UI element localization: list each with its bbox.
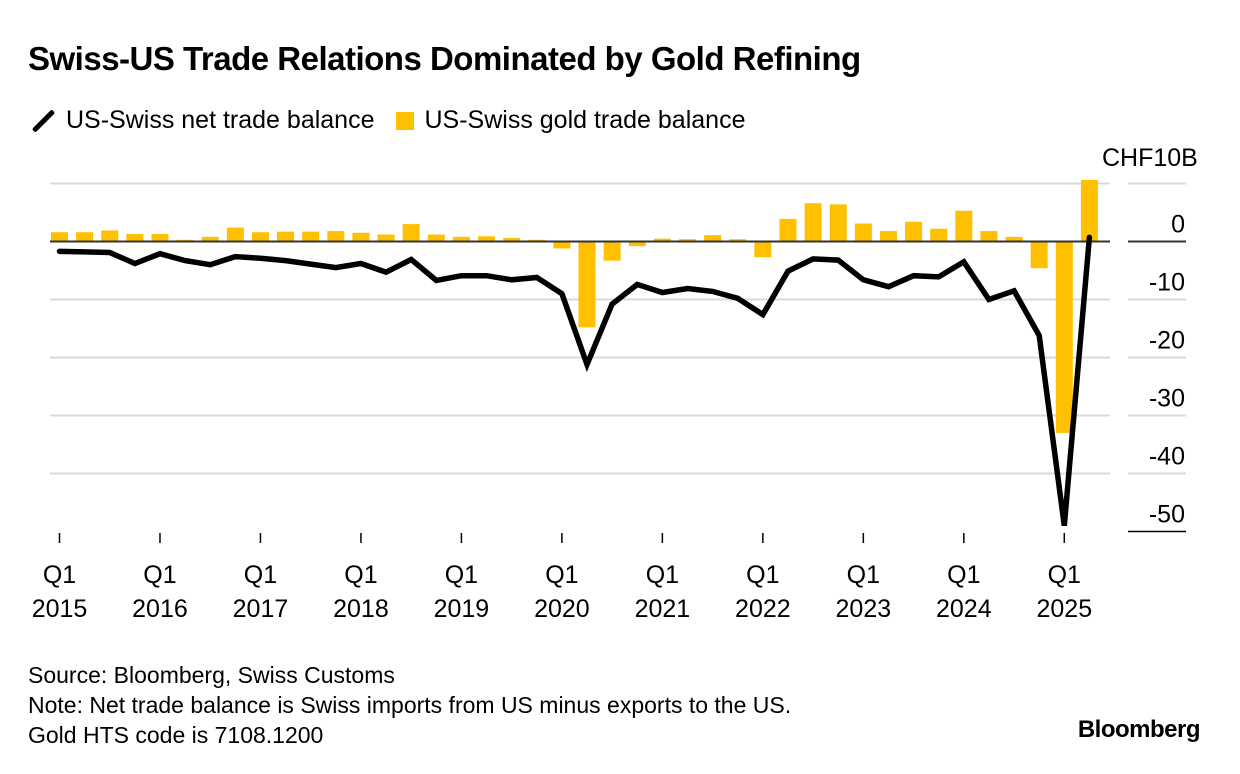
x-tick-quarter: Q1: [746, 561, 779, 589]
gold-bar: [779, 218, 797, 242]
y-tick-label: -20: [1149, 327, 1185, 355]
gold-bar: [76, 232, 94, 242]
x-tick-year: 2018: [333, 595, 389, 623]
gold-bar: [327, 231, 345, 242]
gold-bar: [603, 241, 621, 261]
x-tick-quarter: Q1: [847, 561, 880, 589]
gold-bar: [1080, 180, 1098, 242]
gold-bar: [478, 236, 496, 242]
y-axis-ticks: 0 -10 -20 -30 -40 -50: [1149, 211, 1185, 529]
x-tick-year: 2020: [534, 595, 590, 623]
gold-bar: [226, 227, 244, 242]
gold-bar: [955, 210, 973, 242]
gold-bar: [628, 241, 646, 247]
gold-bar: [503, 238, 521, 242]
x-tick-quarter: Q1: [344, 561, 377, 589]
gold-bar: [201, 236, 219, 242]
x-tick-quarter: Q1: [1048, 561, 1081, 589]
gold-bar: [578, 241, 596, 328]
gold-bar: [402, 224, 420, 242]
x-tick-quarter: Q1: [545, 561, 578, 589]
bloomberg-logo: Bloomberg: [1077, 716, 1201, 743]
gold-bar: [553, 241, 571, 249]
y-tick-label: -50: [1149, 501, 1185, 529]
gold-bar: [427, 234, 445, 242]
x-tick-quarter: Q1: [646, 561, 679, 589]
bar-swatch-icon: [396, 111, 415, 130]
gold-bar: [352, 232, 370, 242]
gold-bar: [1005, 236, 1023, 242]
gold-bar: [251, 232, 269, 242]
legend-label-net-trade: US-Swiss net trade balance: [66, 106, 375, 134]
y-axis-unit-label: CHF10B: [1102, 144, 1198, 172]
x-tick-year: 2022: [735, 595, 791, 623]
gold-bar: [452, 236, 470, 242]
x-tick-quarter: Q1: [244, 561, 277, 589]
gold-bar: [905, 221, 923, 242]
x-tick-year: 2015: [32, 595, 88, 623]
x-tick-year: 2017: [233, 595, 289, 623]
gold-bar: [879, 231, 897, 242]
gold-bar: [302, 231, 320, 242]
gold-bar: [804, 203, 822, 242]
footer: Source: Bloomberg, Swiss Customs Note: N…: [28, 660, 791, 750]
gold-bar: [653, 238, 671, 242]
x-tick-year: 2019: [434, 595, 490, 623]
x-tick-year: 2025: [1036, 595, 1092, 623]
x-tick-year: 2021: [635, 595, 691, 623]
gold-bar: [980, 231, 998, 242]
x-tick-quarter: Q1: [143, 561, 176, 589]
gold-bar: [151, 233, 169, 242]
gold-bar: [126, 233, 144, 242]
x-tick-year: 2023: [836, 595, 892, 623]
gold-bar: [1055, 241, 1073, 433]
gold-bar: [754, 241, 772, 258]
chart-title: Swiss-US Trade Relations Dominated by Go…: [28, 40, 861, 77]
gold-bar: [829, 204, 847, 242]
legend-label-gold-trade: US-Swiss gold trade balance: [424, 106, 746, 134]
gold-bar: [377, 234, 395, 242]
y-tick-label: -10: [1149, 269, 1185, 297]
gold-bar: [704, 235, 722, 242]
y-tick-label: -30: [1149, 385, 1185, 413]
gold-bar: [1030, 241, 1048, 269]
x-tick-quarter: Q1: [947, 561, 980, 589]
y-tick-label: -40: [1149, 443, 1185, 471]
net-trade-line: [56, 234, 1093, 527]
gold-bar: [729, 239, 747, 242]
gold-bar: [679, 239, 696, 242]
gold-bar: [51, 232, 68, 242]
x-tick-year: 2024: [936, 595, 992, 623]
hts-code-note: Gold HTS code is 7108.1200: [28, 722, 324, 748]
gold-bar: [930, 228, 948, 242]
source-note: Source: Bloomberg, Swiss Customs: [28, 662, 395, 688]
legend-item-gold-trade: US-Swiss gold trade balance: [396, 106, 745, 135]
legend: US-Swiss net trade balance US-Swiss gold…: [30, 106, 767, 135]
net-trade-line-group: [56, 234, 1093, 527]
y-tick-label: 0: [1171, 211, 1185, 239]
x-tick-quarter: Q1: [43, 561, 76, 589]
x-tick-year: 2016: [132, 595, 188, 623]
gold-bars: [51, 180, 1098, 433]
methodology-note: Note: Net trade balance is Swiss imports…: [28, 692, 792, 718]
gold-bar: [277, 231, 295, 242]
x-tick-quarter: Q1: [445, 561, 478, 589]
x-axis-ticks: Q1 2015 Q1 2016 Q1 2017 Q1 2018 Q1 2019 Q1 2020 Q1 20…: [32, 533, 1092, 623]
legend-item-net-trade: US-Swiss net trade balance: [30, 106, 374, 135]
gold-bar: [101, 230, 119, 242]
gridlines: [50, 182, 1186, 533]
gold-bar: [854, 223, 872, 242]
